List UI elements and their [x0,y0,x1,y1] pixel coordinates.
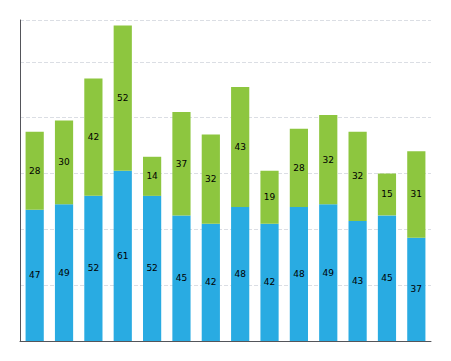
svg-text:61: 61 [117,251,128,261]
svg-text:49: 49 [323,268,335,278]
svg-text:32: 32 [352,171,363,181]
svg-text:49: 49 [58,268,70,278]
svg-text:37: 37 [411,284,422,294]
svg-text:45: 45 [176,273,187,283]
svg-text:28: 28 [293,163,305,173]
svg-text:43: 43 [352,276,363,286]
svg-text:42: 42 [88,132,99,142]
svg-text:52: 52 [117,93,128,103]
svg-text:31: 31 [411,189,422,199]
svg-text:43: 43 [234,142,245,152]
svg-text:37: 37 [176,159,187,169]
svg-text:28: 28 [29,166,41,176]
svg-text:48: 48 [293,269,305,279]
svg-text:15: 15 [381,189,392,199]
svg-text:48: 48 [234,269,246,279]
svg-text:14: 14 [146,171,158,181]
svg-text:52: 52 [146,263,157,273]
svg-text:42: 42 [205,277,216,287]
svg-text:52: 52 [88,263,99,273]
svg-text:30: 30 [58,157,70,167]
svg-text:42: 42 [264,277,275,287]
svg-text:32: 32 [205,174,216,184]
svg-text:19: 19 [264,192,276,202]
svg-text:45: 45 [381,273,392,283]
svg-text:32: 32 [323,155,334,165]
svg-text:47: 47 [29,270,40,280]
